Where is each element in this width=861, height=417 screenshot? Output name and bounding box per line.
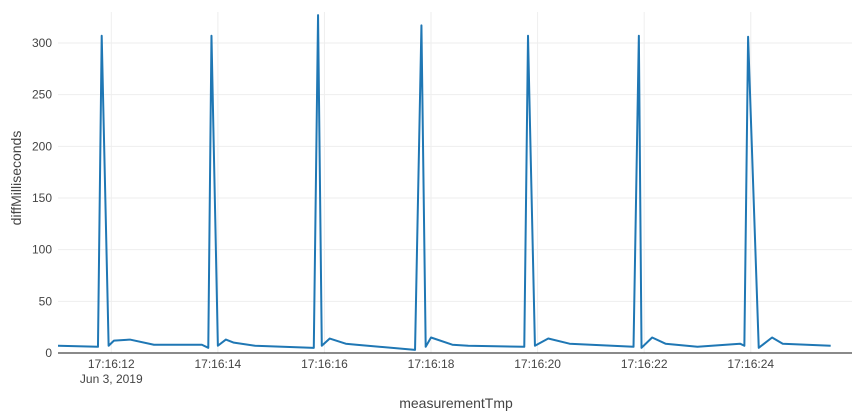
grid-lines: [58, 12, 852, 353]
series-layer: [57, 14, 831, 351]
y-tick-label: 250: [32, 88, 52, 102]
y-tick-label: 150: [32, 191, 52, 205]
x-tick-label: 17:16:24: [727, 357, 774, 371]
y-tick-label: 50: [39, 294, 53, 308]
series-line: [57, 14, 831, 351]
x-tick-label: 17:16:16: [301, 357, 348, 371]
x-tick-label: 17:16:22: [621, 357, 668, 371]
y-tick-label: 100: [32, 243, 52, 257]
x-tick-label: 17:16:12: [88, 357, 135, 371]
y-axis-ticks: 0 50 100 150 200 250 300: [32, 36, 52, 360]
x-tick-label: 17:16:20: [514, 357, 561, 371]
y-axis-title: diffMilliseconds: [8, 131, 24, 226]
x-axis-title: measurementTmp: [399, 395, 513, 411]
x-tick-sublabel: Jun 3, 2019: [80, 372, 143, 386]
y-tick-label: 0: [45, 346, 52, 360]
y-tick-label: 300: [32, 36, 52, 50]
x-tick-label: 17:16:14: [195, 357, 242, 371]
x-tick-label: 17:16:18: [408, 357, 455, 371]
y-tick-label: 200: [32, 139, 52, 153]
